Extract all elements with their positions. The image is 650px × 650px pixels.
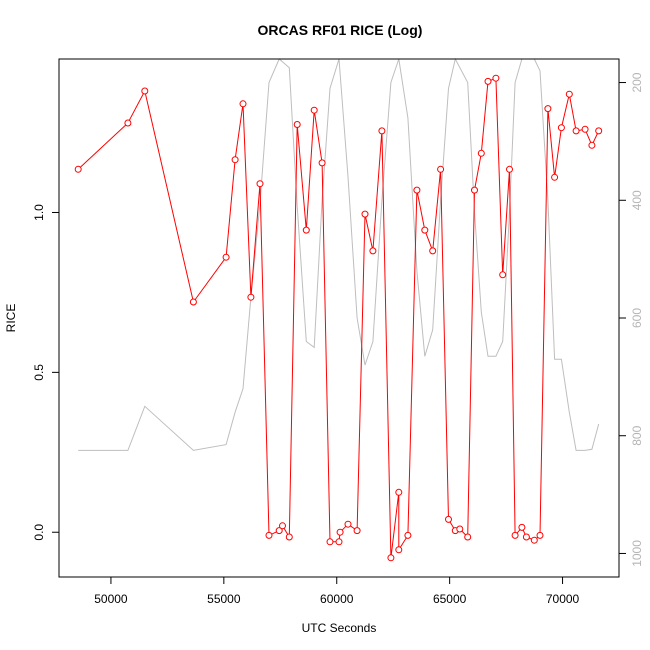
x-tick-label: 70000 [546,592,580,606]
rice-data-point [318,159,326,167]
rice-data-point [336,528,344,536]
y-tick-label: 1.0 [32,204,46,221]
rice-data-point [595,127,603,135]
rice-data-point [530,536,538,544]
rice-data-point [335,538,343,546]
rice-data-point [464,533,472,541]
rice-data-point [395,488,403,496]
rice-data-point [310,106,318,114]
rice-data-point [285,533,293,541]
y2-axis: 200 400 600 800 1000 [619,72,644,567]
rice-data-point [565,90,573,98]
rice-data-point [572,127,580,135]
rice-data-point [413,186,421,194]
rice-data-point [279,522,286,530]
rice-data-point [74,165,82,173]
rice-data-point [518,523,526,531]
rice-data-point [124,119,132,127]
rice-data-point [536,531,544,539]
x-tick-label: 60000 [320,592,354,606]
y2-tick-label: 400 [630,190,644,210]
rice-data-point [557,124,565,132]
rice-data-point [353,527,361,535]
rice-data-point [581,125,589,133]
altitude-series-line [78,57,600,451]
rice-data-point [471,186,478,194]
y2-tick-label: 600 [630,308,644,328]
rice-data-point [511,531,519,539]
rice-data-point [265,531,273,539]
plot-area [74,57,603,562]
rice-data-point [445,515,452,523]
x-tick-label: 50000 [94,592,128,606]
rice-data-point [506,165,513,173]
rice-data-point [544,105,552,113]
x-tick-label: 65000 [433,592,467,606]
rice-data-point [302,226,310,234]
rice-data-point [361,210,369,218]
chart-title: ORCAS RF01 RICE (Log) [258,22,423,38]
y-tick-label: 0.0 [32,524,46,541]
rice-data-point [492,74,500,82]
rice-data-point [275,527,283,535]
y2-tick-label: 800 [630,425,644,445]
rice-data-point [437,165,445,173]
rice-data-point [395,546,403,554]
rice-data-point [551,173,559,181]
y-tick-label: 0.5 [32,364,46,381]
rice-data-point [326,538,334,546]
rice-data-point [231,156,239,164]
rice-data-point [222,253,230,261]
rice-data-point [344,520,352,528]
rice-data-point [429,247,437,255]
rice-data-point [484,77,492,85]
rice-data-point [247,293,255,301]
rice-data-point [239,100,247,108]
rice-data-point [588,141,596,149]
rice-data-point [522,533,530,541]
x-tick-label: 55000 [207,592,241,606]
rice-data-point [477,149,485,157]
rice-data-point [387,554,395,562]
y2-tick-label: 1000 [630,540,644,567]
rice-data-point [378,127,386,135]
x-axis: 50000 55000 60000 65000 70000 [94,576,580,606]
rice-data-point [499,271,507,279]
rice-data-point [456,525,464,533]
rice-data-point [369,247,377,255]
rice-data-point [293,121,301,128]
rice-data-point [404,531,412,539]
y2-tick-label: 200 [630,72,644,92]
x-axis-label: UTC Seconds [302,621,377,635]
y-axis-label: RICE [4,304,18,333]
rice-data-point [256,180,264,188]
rice-data-point [189,298,197,306]
rice-data-point [141,87,149,95]
rice-data-point [421,226,429,234]
y-axis: 0.0 0.5 1.0 [32,204,59,541]
